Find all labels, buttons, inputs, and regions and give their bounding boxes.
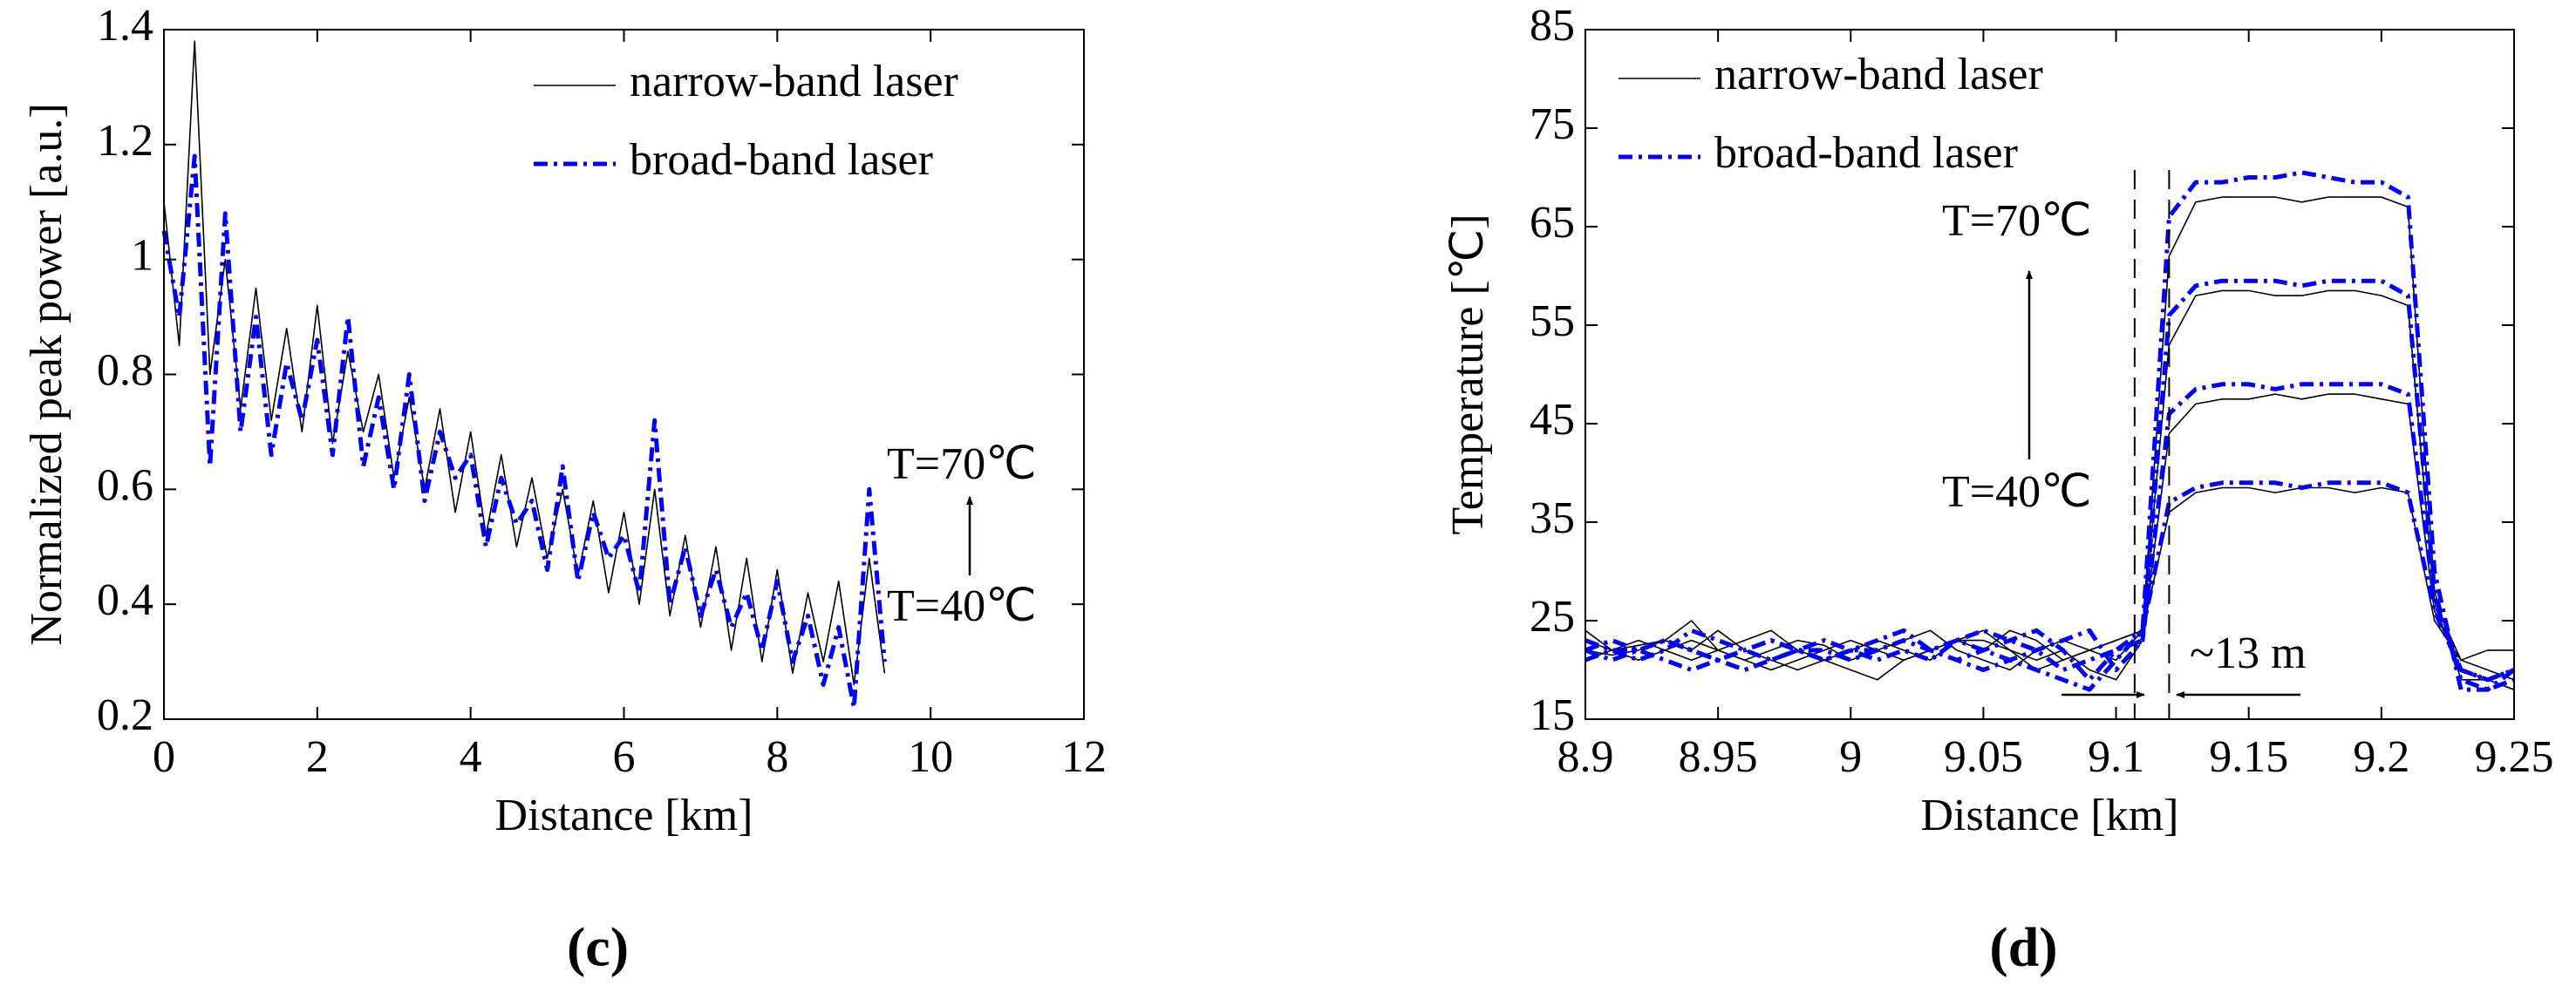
y-tick-label: 85 [1530,1,1575,51]
y-axis-label: Normalized peak power [a.u.] [22,103,72,645]
annotation: T=40℃ [887,581,1037,631]
x-tick-label: 12 [1061,732,1107,782]
x-tick-label: 9 [1839,732,1862,782]
x-tick-label: 0 [153,732,175,782]
x-tick-label: 2 [306,732,329,782]
y-tick-label: 15 [1530,690,1575,740]
plot-frame [163,29,1085,720]
panel-label: (c) [567,916,629,978]
series-line [161,153,887,710]
plot-frame [1584,29,2515,720]
y-tick-label: 25 [1530,592,1575,642]
x-tick-label: 9.1 [2088,732,2144,782]
x-tick-label: 9.2 [2353,732,2409,782]
series-line [1584,196,2515,690]
y-tick-label: 75 [1530,99,1575,149]
x-tick-label: 9.05 [1944,732,2023,782]
y-tick-label: 1.4 [97,1,153,51]
series-line [1584,170,2516,692]
x-axis-label: Distance [km] [494,791,753,840]
x-tick-label: 10 [908,732,953,782]
annotation: T=70℃ [1942,196,2092,246]
annotation: T=40℃ [1942,467,2092,517]
y-axis-label: Temperature [℃] [1443,214,1493,534]
y-tick-label: 65 [1530,198,1575,248]
x-tick-label: 9.25 [2475,732,2554,782]
x-axis-label: Distance [km] [1920,791,2178,840]
y-tick-label: 35 [1530,493,1575,543]
annotation: ~13 m [2190,629,2307,678]
series-line [1584,289,2515,681]
y-tick-label: 0.8 [97,345,153,395]
y-tick-label: 0.4 [97,575,153,625]
x-tick-label: 8 [766,732,788,782]
legend-label: narrow-band laser [630,57,958,106]
panel-label: (d) [1989,916,2057,978]
legend-label: broad-band laser [1714,128,2018,178]
x-tick-label: 8.9 [1557,732,1614,782]
x-tick-label: 8.95 [1679,732,1758,782]
y-tick-label: 0.6 [97,460,153,510]
x-tick-label: 4 [460,732,482,782]
y-tick-label: 1.2 [97,116,153,166]
series-line [1584,382,2515,683]
y-tick-label: 0.2 [97,690,153,740]
y-tick-label: 55 [1530,296,1575,346]
series-line [1584,480,2515,683]
x-tick-label: 6 [613,732,636,782]
y-tick-label: 45 [1530,395,1575,445]
legend-label: narrow-band laser [1714,50,2043,99]
x-tick-label: 9.15 [2209,732,2288,782]
legend-label: broad-band laser [630,135,933,185]
y-tick-label: 1 [131,231,153,281]
annotation: T=70℃ [887,439,1037,489]
